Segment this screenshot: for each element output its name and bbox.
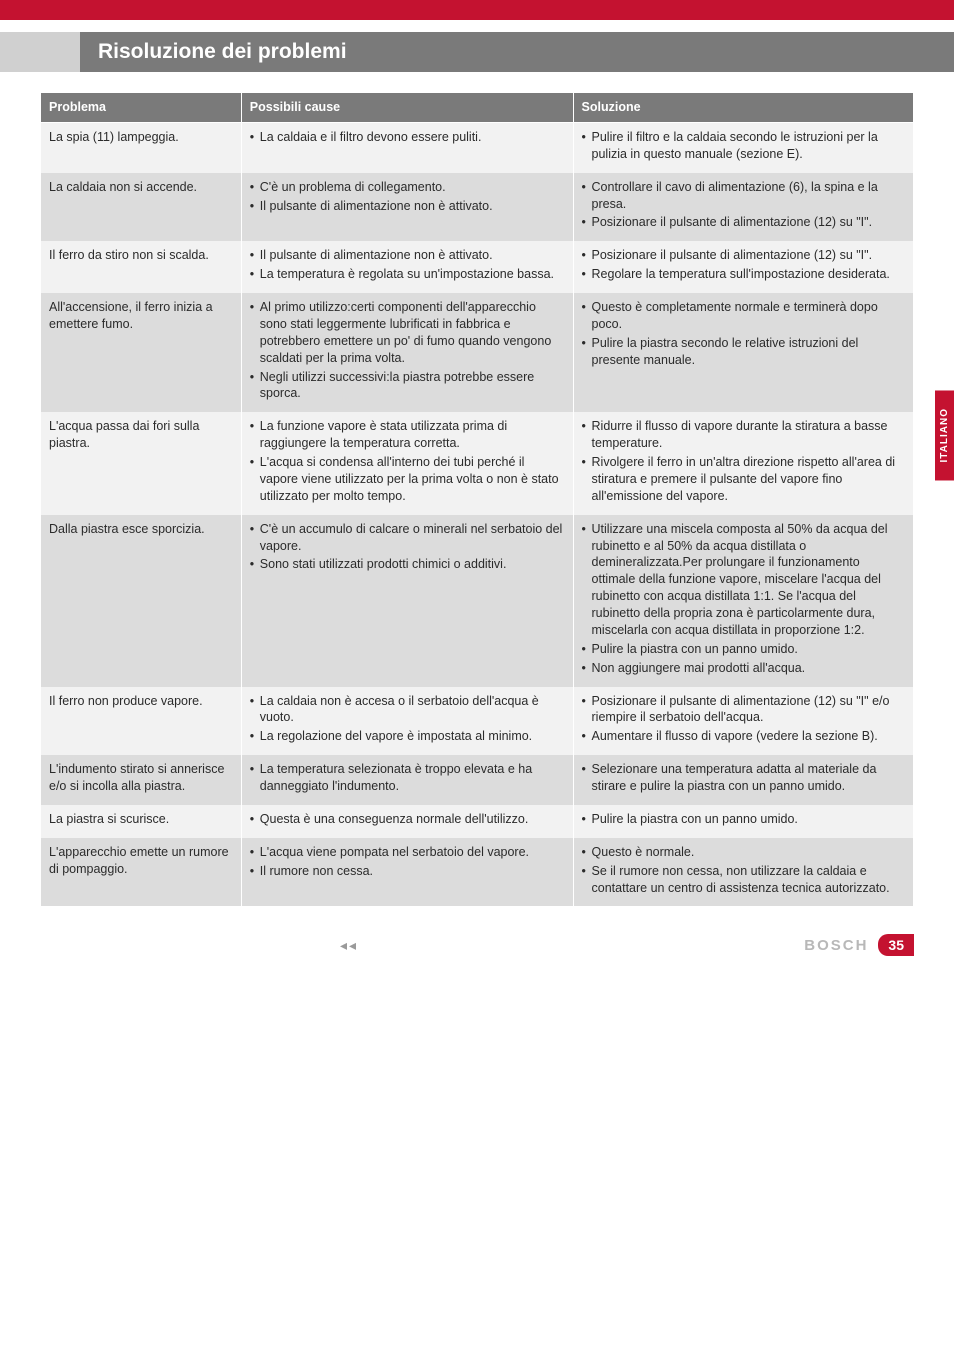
cell-causes: Il pulsante di alimentazione non è attiv… bbox=[241, 241, 573, 293]
page-number: 35 bbox=[878, 934, 914, 956]
cell-problem: L'indumento stirato si annerisce e/o si … bbox=[41, 755, 242, 805]
cell-solutions: Controllare il cavo di alimentazione (6)… bbox=[573, 173, 913, 242]
solution-item: Posizionare il pulsante di alimentazione… bbox=[582, 247, 905, 264]
cell-causes: La funzione vapore è stata utilizzata pr… bbox=[241, 412, 573, 514]
cause-item: La caldaia e il filtro devono essere pul… bbox=[250, 129, 565, 146]
cell-causes: La temperatura selezionata è troppo elev… bbox=[241, 755, 573, 805]
solution-item: Questo è normale. bbox=[582, 844, 905, 861]
page-heading: Risoluzione dei problemi bbox=[98, 40, 347, 64]
cell-problem: La spia (11) lampeggia. bbox=[41, 122, 242, 172]
table-row: Il ferro non produce vapore.La caldaia n… bbox=[41, 687, 914, 756]
cause-item: Negli utilizzi successivi:la piastra pot… bbox=[250, 369, 565, 403]
cell-problem: Dalla piastra esce sporcizia. bbox=[41, 515, 242, 687]
cell-solutions: Pulire il filtro e la caldaia secondo le… bbox=[573, 122, 913, 172]
solution-item: Pulire la piastra secondo le relative is… bbox=[582, 335, 905, 369]
cell-problem: La caldaia non si accende. bbox=[41, 173, 242, 242]
cause-item: L'acqua viene pompata nel serbatoio del … bbox=[250, 844, 565, 861]
solution-item: Pulire la piastra con un panno umido. bbox=[582, 641, 905, 658]
cell-solutions: Questo è normale. Se il rumore non cessa,… bbox=[573, 838, 913, 907]
cell-causes: C'è un accumulo di calcare o minerali ne… bbox=[241, 515, 573, 687]
language-tab: ITALIANO bbox=[935, 390, 954, 480]
solution-item: Questo è completamente normale e termine… bbox=[582, 299, 905, 333]
cell-causes: Questa è una conseguenza normale dell'ut… bbox=[241, 805, 573, 838]
cell-solutions: Posizionare il pulsante di alimentazione… bbox=[573, 687, 913, 756]
cell-problem: Il ferro non produce vapore. bbox=[41, 687, 242, 756]
table-row: Dalla piastra esce sporcizia.C'è un accu… bbox=[41, 515, 914, 687]
cell-causes: L'acqua viene pompata nel serbatoio del … bbox=[241, 838, 573, 907]
cause-item: La temperatura selezionata è troppo elev… bbox=[250, 761, 565, 795]
cause-item: Questa è una conseguenza normale dell'ut… bbox=[250, 811, 565, 828]
th-cause: Possibili cause bbox=[241, 93, 573, 123]
solution-item: Se il rumore non cessa, non utilizzare l… bbox=[582, 863, 905, 897]
cause-item: C'è un problema di collegamento. bbox=[250, 179, 565, 196]
cell-solutions: Pulire la piastra con un panno umido. bbox=[573, 805, 913, 838]
solution-item: Posizionare il pulsante di alimentazione… bbox=[582, 214, 905, 231]
cause-item: Il rumore non cessa. bbox=[250, 863, 565, 880]
cause-item: La funzione vapore è stata utilizzata pr… bbox=[250, 418, 565, 452]
solution-item: Pulire la piastra con un panno umido. bbox=[582, 811, 905, 828]
solution-item: Rivolgere il ferro in un'altra direzione… bbox=[582, 454, 905, 505]
cause-item: La caldaia non è accesa o il serbatoio d… bbox=[250, 693, 565, 727]
cell-causes: La caldaia e il filtro devono essere pul… bbox=[241, 122, 573, 172]
table-row: Il ferro da stiro non si scalda. Il pulsa… bbox=[41, 241, 914, 293]
heading-left-block bbox=[0, 32, 80, 72]
cause-item: La regolazione del vapore è impostata al… bbox=[250, 728, 565, 745]
solution-item: Posizionare il pulsante di alimentazione… bbox=[582, 693, 905, 727]
solution-item: Controllare il cavo di alimentazione (6)… bbox=[582, 179, 905, 213]
cell-problem: L'acqua passa dai fori sulla piastra. bbox=[41, 412, 242, 514]
cause-item: Il pulsante di alimentazione non è attiv… bbox=[250, 247, 565, 264]
cell-problem: Il ferro da stiro non si scalda. bbox=[41, 241, 242, 293]
solution-item: Utilizzare una miscela composta al 50% d… bbox=[582, 521, 905, 639]
th-soluzione: Soluzione bbox=[573, 93, 913, 123]
cause-item: La temperatura è regolata su un'impostaz… bbox=[250, 266, 565, 283]
cause-item: Il pulsante di alimentazione non è attiv… bbox=[250, 198, 565, 215]
table-row: La caldaia non si accende.C'è un problem… bbox=[41, 173, 914, 242]
solution-item: Aumentare il flusso di vapore (vedere la… bbox=[582, 728, 905, 745]
table-row: L'indumento stirato si annerisce e/o si … bbox=[41, 755, 914, 805]
cell-problem: L'apparecchio emette un rumore di pompag… bbox=[41, 838, 242, 907]
cell-solutions: Questo è completamente normale e termine… bbox=[573, 293, 913, 412]
cell-solutions: Ridurre il flusso di vapore durante la s… bbox=[573, 412, 913, 514]
table-row: La spia (11) lampeggia. La caldaia e il f… bbox=[41, 122, 914, 172]
cause-item: C'è un accumulo di calcare o minerali ne… bbox=[250, 521, 565, 555]
cause-item: Sono stati utilizzati prodotti chimici o… bbox=[250, 556, 565, 573]
solution-item: Pulire il filtro e la caldaia secondo le… bbox=[582, 129, 905, 163]
solution-item: Non aggiungere mai prodotti all'acqua. bbox=[582, 660, 905, 677]
table-row: All'accensione, il ferro inizia a emette… bbox=[41, 293, 914, 412]
th-problema: Problema bbox=[41, 93, 242, 123]
cause-item: L'acqua si condensa all'interno dei tubi… bbox=[250, 454, 565, 505]
troubleshooting-table: Problema Possibili cause Soluzione La sp… bbox=[40, 92, 914, 906]
cell-problem: All'accensione, il ferro inizia a emette… bbox=[41, 293, 242, 412]
brand-logo: BOSCH bbox=[804, 937, 868, 954]
top-red-bar bbox=[0, 0, 954, 20]
footer: ◂◂ BOSCH 35 bbox=[0, 934, 954, 974]
cell-problem: La piastra si scurisce. bbox=[41, 805, 242, 838]
cell-causes: La caldaia non è accesa o il serbatoio d… bbox=[241, 687, 573, 756]
table-row: L'acqua passa dai fori sulla piastra.La … bbox=[41, 412, 914, 514]
solution-item: Ridurre il flusso di vapore durante la s… bbox=[582, 418, 905, 452]
cell-solutions: Posizionare il pulsante di alimentazione… bbox=[573, 241, 913, 293]
footer-arrows: ◂◂ bbox=[340, 937, 358, 954]
heading-main-block: Risoluzione dei problemi bbox=[80, 32, 954, 72]
cell-solutions: Utilizzare una miscela composta al 50% d… bbox=[573, 515, 913, 687]
cell-solutions: Selezionare una temperatura adatta al ma… bbox=[573, 755, 913, 805]
solution-item: Regolare la temperatura sull'impostazion… bbox=[582, 266, 905, 283]
table-row: La piastra si scurisce. Questa è una cons… bbox=[41, 805, 914, 838]
table-row: L'apparecchio emette un rumore di pompag… bbox=[41, 838, 914, 907]
cause-item: Al primo utilizzo:certi componenti dell'… bbox=[250, 299, 565, 367]
cell-causes: Al primo utilizzo:certi componenti dell'… bbox=[241, 293, 573, 412]
cell-causes: C'è un problema di collegamento. Il pulsa… bbox=[241, 173, 573, 242]
heading-row: Risoluzione dei problemi bbox=[0, 32, 954, 72]
solution-item: Selezionare una temperatura adatta al ma… bbox=[582, 761, 905, 795]
